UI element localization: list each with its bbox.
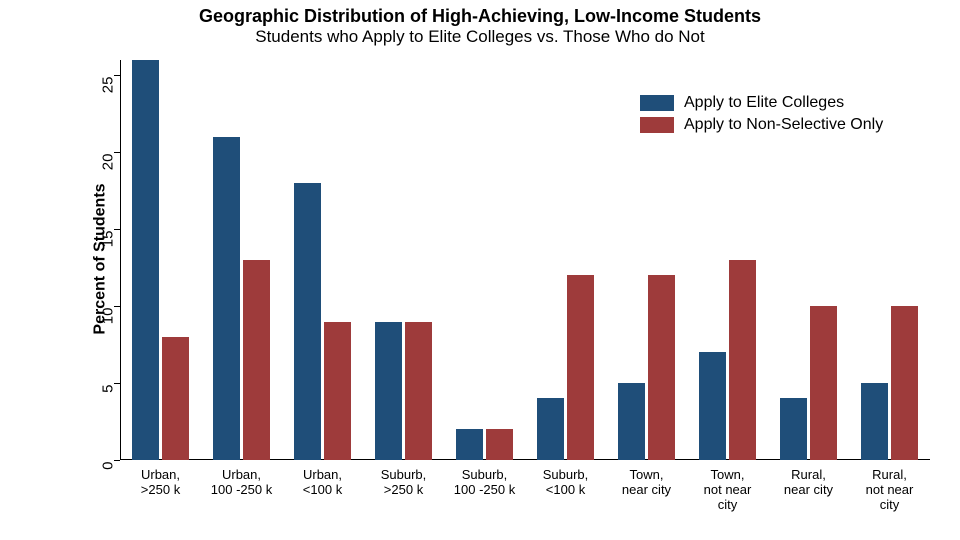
legend-label: Apply to Non-Selective Only bbox=[684, 116, 883, 134]
bar bbox=[243, 260, 270, 460]
chart-subtitle: Students who Apply to Elite Colleges vs.… bbox=[0, 27, 960, 47]
x-category-label: Suburb,<100 k bbox=[525, 468, 606, 498]
bar bbox=[810, 306, 837, 460]
x-category-label: Suburb,>250 k bbox=[363, 468, 444, 498]
bar bbox=[213, 137, 240, 460]
y-tick bbox=[114, 460, 120, 461]
legend-swatch bbox=[640, 95, 674, 111]
bar bbox=[699, 352, 726, 460]
x-category-label: Urban,>250 k bbox=[120, 468, 201, 498]
x-category-label: Urban,100 -250 k bbox=[201, 468, 282, 498]
chart-titles: Geographic Distribution of High-Achievin… bbox=[0, 0, 960, 47]
bar bbox=[294, 183, 321, 460]
y-tick-label: 25 bbox=[100, 76, 117, 116]
y-tick bbox=[114, 306, 120, 307]
y-tick-label: 5 bbox=[100, 384, 117, 424]
bar bbox=[162, 337, 189, 460]
y-axis-line bbox=[120, 60, 121, 460]
y-tick-label: 0 bbox=[100, 461, 117, 501]
x-category-label: Urban,<100 k bbox=[282, 468, 363, 498]
x-axis-line bbox=[120, 459, 930, 460]
legend-swatch bbox=[640, 117, 674, 133]
bar bbox=[405, 322, 432, 460]
bar bbox=[618, 383, 645, 460]
y-tick bbox=[114, 383, 120, 384]
x-category-label: Town,not nearcity bbox=[687, 468, 768, 513]
bar bbox=[780, 398, 807, 460]
bar bbox=[132, 60, 159, 460]
bar bbox=[375, 322, 402, 460]
x-category-label: Rural,near city bbox=[768, 468, 849, 498]
x-category-label: Suburb,100 -250 k bbox=[444, 468, 525, 498]
legend-item: Apply to Non-Selective Only bbox=[640, 116, 883, 134]
bar bbox=[891, 306, 918, 460]
bar bbox=[456, 429, 483, 460]
x-category-label: Rural,not nearcity bbox=[849, 468, 930, 513]
bar bbox=[567, 275, 594, 460]
x-category-label: Town,near city bbox=[606, 468, 687, 498]
legend-item: Apply to Elite Colleges bbox=[640, 94, 883, 112]
chart-title: Geographic Distribution of High-Achievin… bbox=[0, 6, 960, 27]
bar bbox=[537, 398, 564, 460]
y-axis-label: Percent of Students bbox=[92, 183, 110, 334]
bar bbox=[324, 322, 351, 460]
legend-label: Apply to Elite Colleges bbox=[684, 94, 844, 112]
bar bbox=[861, 383, 888, 460]
bar bbox=[729, 260, 756, 460]
bar bbox=[648, 275, 675, 460]
legend: Apply to Elite Colleges Apply to Non-Sele… bbox=[640, 94, 883, 138]
bar bbox=[486, 429, 513, 460]
